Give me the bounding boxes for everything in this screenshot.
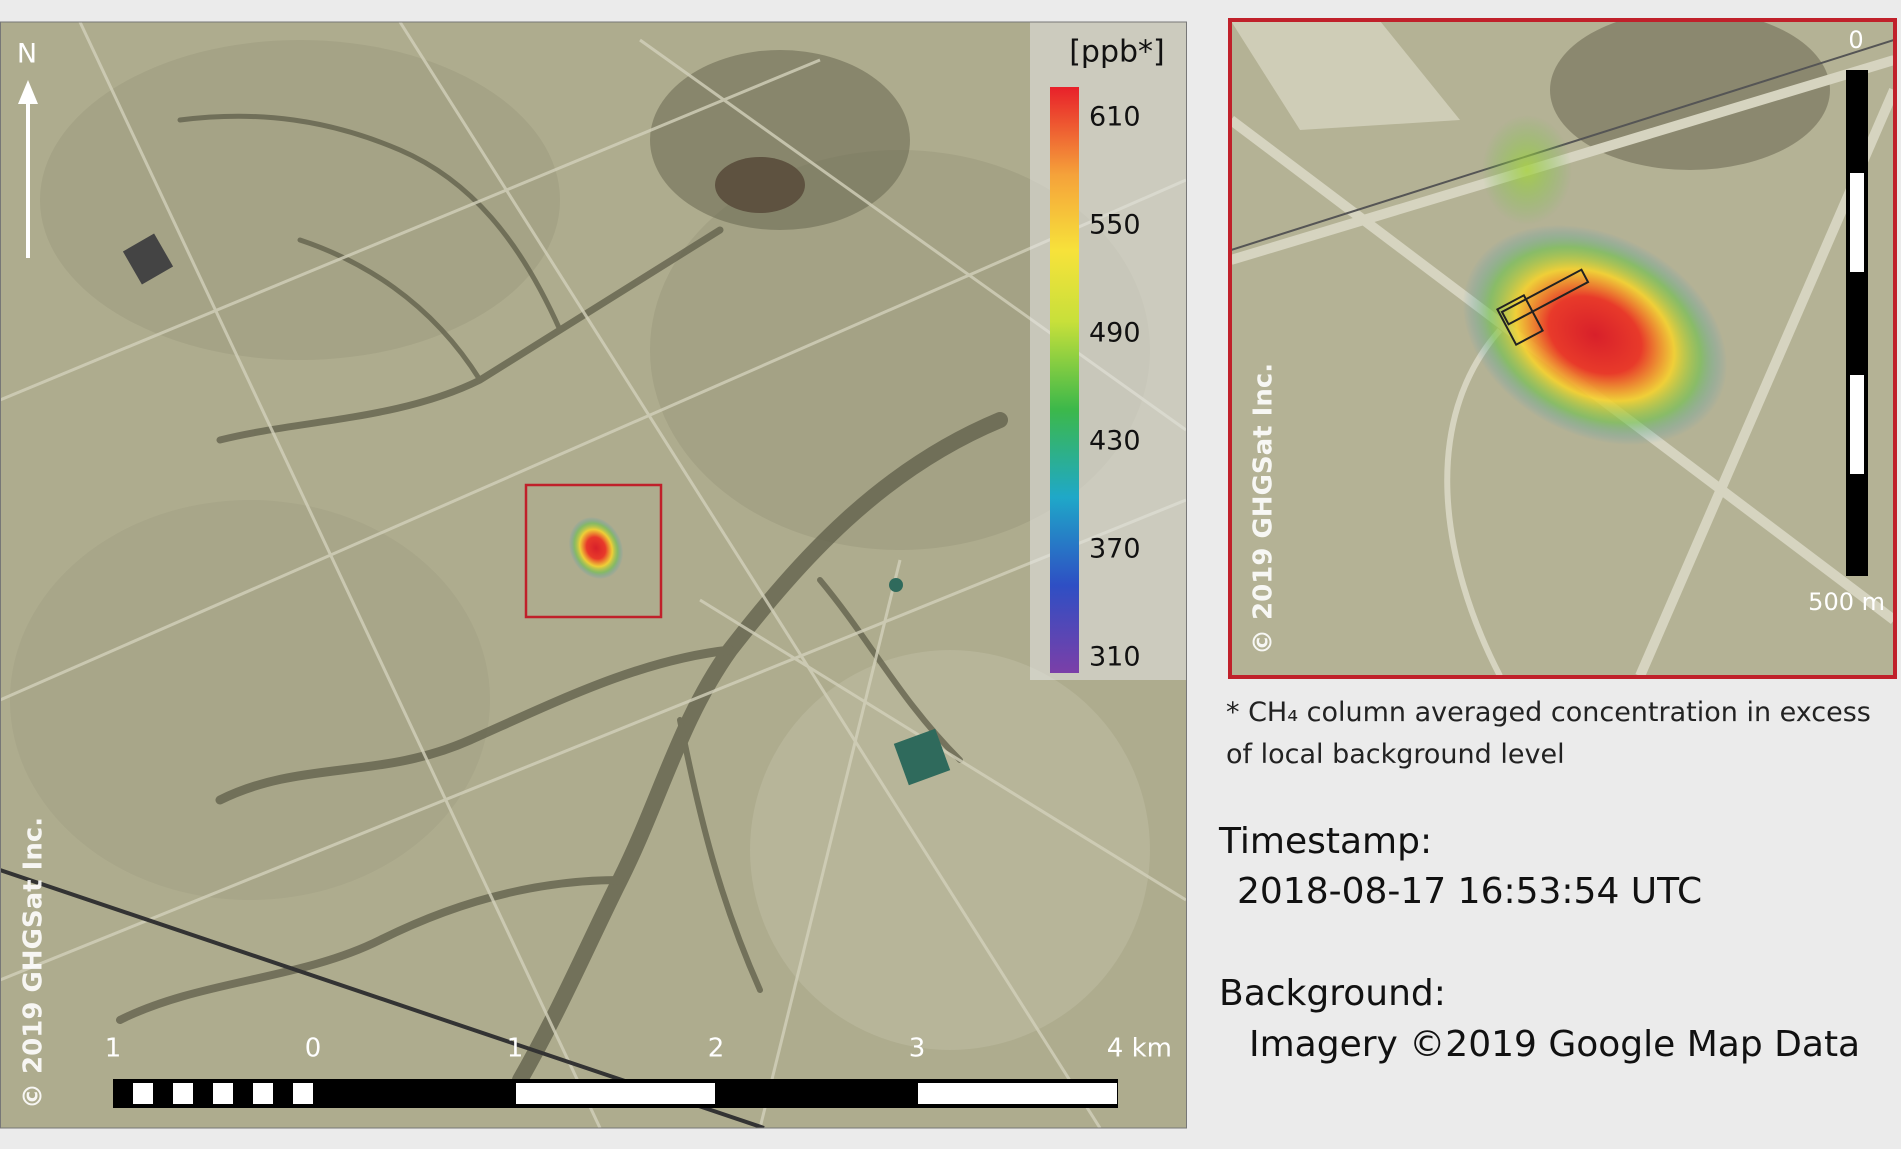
colorbar-tick-label: 430: [1089, 426, 1141, 457]
footnote: * CH₄ column averaged concentration in e…: [1226, 697, 1871, 770]
timestamp-value: 2018-08-17 16:53:54 UTC: [1237, 871, 1702, 912]
scale-bar-label: 0: [305, 1034, 322, 1064]
scale-bar-segment: [133, 1083, 153, 1104]
scale-bar-label: 4 km: [1107, 1034, 1172, 1064]
scale-bar-label: 1: [507, 1034, 524, 1064]
background-label: Background:: [1219, 973, 1446, 1014]
inset-scale-bar: [1846, 70, 1868, 576]
scale-bar-label: 2: [708, 1034, 725, 1064]
inset-scale-label: 0: [1848, 26, 1863, 54]
scale-bar-label: 3: [909, 1034, 926, 1064]
inset-copyright: © 2019 GHGSat Inc.: [1249, 363, 1279, 655]
colorbar-tick-label: 610: [1089, 102, 1141, 133]
north-label: N: [17, 39, 37, 70]
colorbar-unit: [ppb*]: [1069, 35, 1165, 70]
inset-scale-bar-segment: [1850, 375, 1864, 474]
scale-bar-segment: [213, 1083, 233, 1104]
colorbar-tick-label: 370: [1089, 534, 1141, 565]
scale-bar-segment: [253, 1083, 273, 1104]
scale-bar-segment: [293, 1083, 313, 1104]
scale-bar-segment: [173, 1083, 193, 1104]
scale-bar-label: 1: [105, 1034, 122, 1064]
inset-scale-label: 500 m: [1808, 588, 1885, 616]
colorbar-tick-label: 310: [1089, 642, 1141, 673]
scale-bar-segment: [918, 1083, 1117, 1104]
main-map: [0, 22, 1186, 1128]
colorbar: [1050, 87, 1079, 673]
colorbar-tick-label: 550: [1089, 210, 1141, 241]
background-value: Imagery ©2019 Google Map Data: [1249, 1024, 1860, 1065]
scale-bar-segment: [516, 1083, 715, 1104]
timestamp-label: Timestamp:: [1218, 821, 1432, 862]
inset-scale-bar-segment: [1850, 173, 1864, 272]
colorbar-tick-label: 490: [1089, 318, 1141, 349]
footnote-box: * CH₄ column averaged concentration in e…: [1226, 697, 1871, 770]
inset-map: [1231, 21, 1894, 676]
copyright: © 2019 GHGSat Inc.: [19, 817, 49, 1109]
